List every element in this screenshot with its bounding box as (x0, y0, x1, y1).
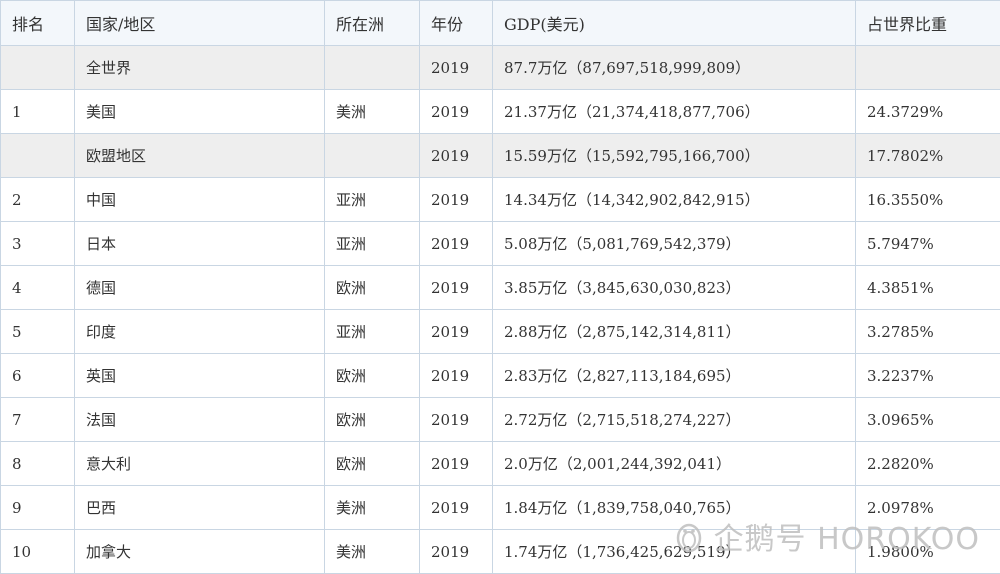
cell-share: 5.7947% (855, 221, 1000, 266)
cell-gdp: 1.74万亿（1,736,425,629,519） (492, 529, 856, 574)
cell-rank: 3 (0, 221, 75, 266)
cell-year: 2019 (419, 89, 493, 134)
cell-country: 中国 (74, 177, 325, 222)
cell-gdp: 87.7万亿（87,697,518,999,809） (492, 45, 856, 90)
cell-continent: 美洲 (324, 529, 420, 574)
cell-continent: 美洲 (324, 485, 420, 530)
table-row: 欧盟地区 2019 15.59万亿（15,592,795,166,700） 17.78… (0, 133, 1000, 178)
header-year: 年份 (419, 0, 493, 46)
cell-share: 3.0965% (855, 397, 1000, 442)
cell-year: 2019 (419, 309, 493, 354)
cell-country: 德国 (74, 265, 325, 310)
cell-rank: 10 (0, 529, 75, 574)
cell-country: 英国 (74, 353, 325, 398)
cell-gdp: 1.84万亿（1,839,758,040,765） (492, 485, 856, 530)
cell-rank (0, 45, 75, 90)
table-header: 排名 国家/地区 所在洲 年份 GDP(美元) 占世界比重 (0, 0, 1000, 46)
table-row: 9 巴西 美洲 2019 1.84万亿（1,839,758,040,765） 2.0978… (0, 485, 1000, 530)
cell-share: 2.0978% (855, 485, 1000, 530)
cell-continent: 欧洲 (324, 353, 420, 398)
cell-gdp: 15.59万亿（15,592,795,166,700） (492, 133, 856, 178)
table-row: 8 意大利 欧洲 2019 2.0万亿（2,001,244,392,041） 2.2820… (0, 441, 1000, 486)
cell-continent: 欧洲 (324, 265, 420, 310)
table-row: 6 英国 欧洲 2019 2.83万亿（2,827,113,184,695） 3.2237… (0, 353, 1000, 398)
cell-share: 16.3550% (855, 177, 1000, 222)
cell-gdp: 2.83万亿（2,827,113,184,695） (492, 353, 856, 398)
cell-share: 1.9800% (855, 529, 1000, 574)
table-row: 3 日本 亚洲 2019 5.08万亿（5,081,769,542,379） 5.7947… (0, 221, 1000, 266)
table-row: 全世界 2019 87.7万亿（87,697,518,999,809） (0, 45, 1000, 90)
cell-continent (324, 45, 420, 90)
header-gdp: GDP(美元) (492, 0, 856, 46)
table-row: 1 美国 美洲 2019 21.37万亿（21,374,418,877,706） 24.3… (0, 89, 1000, 134)
cell-continent: 亚洲 (324, 177, 420, 222)
cell-rank: 2 (0, 177, 75, 222)
cell-continent (324, 133, 420, 178)
cell-rank: 8 (0, 441, 75, 486)
table-body: 全世界 2019 87.7万亿（87,697,518,999,809） 1 美国 美洲 20… (0, 45, 1000, 574)
cell-continent: 美洲 (324, 89, 420, 134)
cell-country: 巴西 (74, 485, 325, 530)
cell-share: 4.3851% (855, 265, 1000, 310)
cell-country: 加拿大 (74, 529, 325, 574)
cell-rank: 1 (0, 89, 75, 134)
cell-gdp: 2.72万亿（2,715,518,274,227） (492, 397, 856, 442)
cell-rank: 9 (0, 485, 75, 530)
table-row: 2 中国 亚洲 2019 14.34万亿（14,342,902,842,915） 16.3… (0, 177, 1000, 222)
cell-country: 欧盟地区 (74, 133, 325, 178)
cell-year: 2019 (419, 397, 493, 442)
cell-year: 2019 (419, 177, 493, 222)
header-rank: 排名 (0, 0, 75, 46)
cell-gdp: 3.85万亿（3,845,630,030,823） (492, 265, 856, 310)
cell-year: 2019 (419, 529, 493, 574)
cell-country: 印度 (74, 309, 325, 354)
cell-continent: 亚洲 (324, 309, 420, 354)
cell-rank: 7 (0, 397, 75, 442)
cell-rank: 5 (0, 309, 75, 354)
table-row: 7 法国 欧洲 2019 2.72万亿（2,715,518,274,227） 3.0965… (0, 397, 1000, 442)
cell-gdp: 14.34万亿（14,342,902,842,915） (492, 177, 856, 222)
cell-year: 2019 (419, 133, 493, 178)
cell-continent: 欧洲 (324, 441, 420, 486)
cell-country: 全世界 (74, 45, 325, 90)
cell-country: 法国 (74, 397, 325, 442)
header-share: 占世界比重 (855, 0, 1000, 46)
table-row: 5 印度 亚洲 2019 2.88万亿（2,875,142,314,811） 3.2785… (0, 309, 1000, 354)
cell-gdp: 5.08万亿（5,081,769,542,379） (492, 221, 856, 266)
cell-share: 3.2237% (855, 353, 1000, 398)
cell-rank (0, 133, 75, 178)
cell-continent: 亚洲 (324, 221, 420, 266)
cell-gdp: 2.88万亿（2,875,142,314,811） (492, 309, 856, 354)
header-country: 国家/地区 (74, 0, 325, 46)
cell-gdp: 21.37万亿（21,374,418,877,706） (492, 89, 856, 134)
table-row: 10 加拿大 美洲 2019 1.74万亿（1,736,425,629,519） 1.98… (0, 529, 1000, 574)
cell-year: 2019 (419, 353, 493, 398)
header-continent: 所在洲 (324, 0, 420, 46)
cell-share: 17.7802% (855, 133, 1000, 178)
cell-share: 3.2785% (855, 309, 1000, 354)
cell-rank: 6 (0, 353, 75, 398)
cell-year: 2019 (419, 441, 493, 486)
cell-year: 2019 (419, 485, 493, 530)
cell-continent: 欧洲 (324, 397, 420, 442)
cell-share (855, 45, 1000, 90)
cell-share: 2.2820% (855, 441, 1000, 486)
cell-country: 意大利 (74, 441, 325, 486)
cell-country: 日本 (74, 221, 325, 266)
cell-country: 美国 (74, 89, 325, 134)
cell-rank: 4 (0, 265, 75, 310)
header-row: 排名 国家/地区 所在洲 年份 GDP(美元) 占世界比重 (0, 0, 1000, 46)
table-row: 4 德国 欧洲 2019 3.85万亿（3,845,630,030,823） 4.3851… (0, 265, 1000, 310)
cell-year: 2019 (419, 221, 493, 266)
cell-year: 2019 (419, 45, 493, 90)
cell-share: 24.3729% (855, 89, 1000, 134)
cell-gdp: 2.0万亿（2,001,244,392,041） (492, 441, 856, 486)
cell-year: 2019 (419, 265, 493, 310)
